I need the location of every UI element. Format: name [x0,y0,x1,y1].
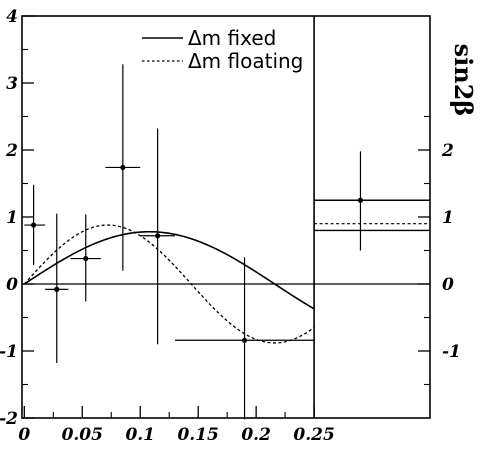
x-tick-label: 0.2 [241,425,271,445]
data-point [241,337,248,343]
right-y-tick-label: -1 [442,342,461,362]
left-y-tick-label: 2 [5,141,18,161]
curve-dm-floating [23,224,315,344]
x-tick-label: 0.25 [293,425,334,445]
curve-dm-fixed [23,230,315,310]
left-y-tick-label: -2 [0,409,18,429]
x-tick-label: 0.1 [125,425,155,445]
data-point [83,255,89,262]
data-point [155,233,161,239]
data-point [54,286,60,292]
right-y-tick-label: 0 [442,275,454,295]
left-y-tick-label: 1 [6,208,18,228]
legend-label-dm-fixed: Δm fixed [188,26,276,50]
legend-label-dm-floating: Δm floating [188,49,303,73]
plot-frame [21,15,431,419]
data-point [30,222,37,228]
left-y-tick-label: 4 [6,7,18,27]
x-tick-label: 0 [18,425,30,445]
right-y-tick-label: 2 [441,141,454,161]
right-axis-title: sin2β [449,44,478,117]
x-tick-label: 0.05 [62,425,103,445]
left-y-tick-label: -1 [0,342,18,362]
data-point [357,197,364,203]
x-tick-label: 0.15 [177,425,218,445]
right-y-tick-label: 1 [442,208,454,228]
left-y-tick-label: 3 [6,74,18,94]
data-point [120,164,126,171]
left-y-tick-label: 0 [6,275,18,295]
